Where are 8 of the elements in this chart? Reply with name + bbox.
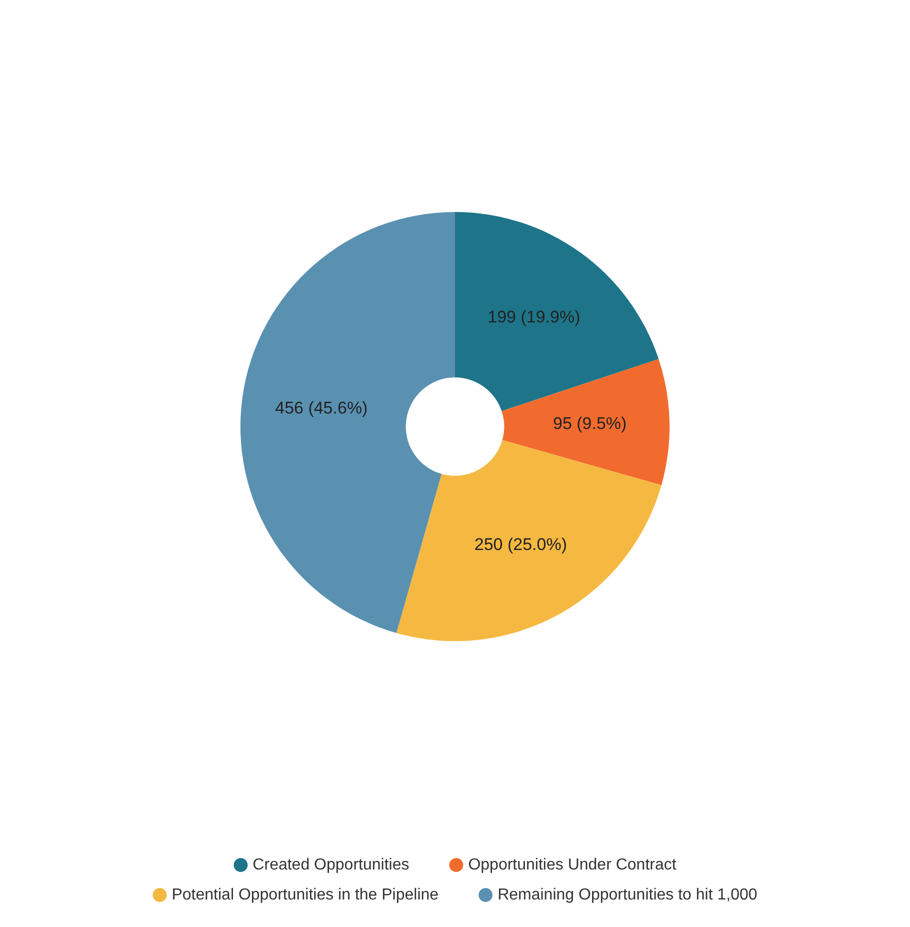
data-label: 456 (45.6%)	[275, 398, 368, 418]
data-label: 95 (9.5%)	[552, 414, 627, 434]
data-label: 199 (19.9%)	[488, 308, 580, 327]
legend-label: Remaining Opportunities to hit 1,000	[498, 886, 758, 904]
legend-label: Potential Opportunities in the Pipeline	[172, 886, 439, 904]
legend-label: Opportunities Under Contract	[468, 856, 677, 874]
data-label: 250 (25.0%)	[474, 534, 568, 554]
legend-label: Created Opportunities	[252, 856, 410, 874]
